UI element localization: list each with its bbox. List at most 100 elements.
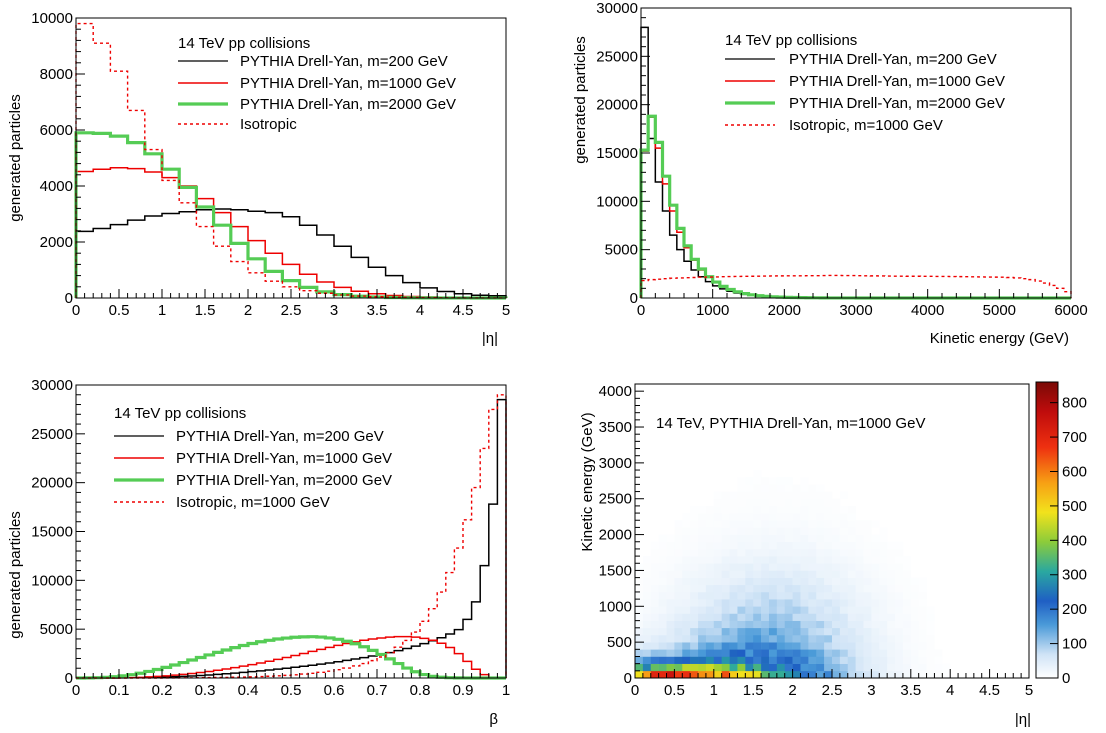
heatmap-cell — [887, 634, 896, 643]
heatmap-cell — [863, 527, 872, 535]
heatmap-cell — [855, 599, 864, 607]
heatmap-cell — [698, 584, 707, 593]
heatmap-cell — [674, 613, 683, 621]
heatmap-cell — [832, 627, 841, 636]
eta-legend-label-1000: PYTHIA Drell-Yan, m=1000 GeV — [240, 75, 456, 92]
heatmap-cell — [887, 548, 896, 557]
heatmap-cell — [721, 577, 730, 586]
heatmap-cell — [784, 556, 793, 564]
heatmap-cell — [824, 556, 833, 564]
heatmap-cell — [635, 656, 644, 664]
heatmap-cell — [713, 491, 722, 500]
heatmap-cell — [918, 649, 927, 657]
heatmap-cell — [674, 620, 683, 629]
heatmap-cell — [768, 548, 778, 557]
beta-legend-entry-isotropic: Isotropic, m=1000 GeV — [114, 494, 330, 511]
heatmap-cell — [650, 620, 659, 629]
heatmap-cell — [816, 606, 825, 614]
heatmap-cell — [642, 642, 652, 650]
heatmap-cell — [871, 570, 880, 578]
heatmap-cell — [863, 620, 872, 629]
heatmap-cell — [871, 656, 880, 664]
heatmap-cell — [902, 627, 912, 636]
heatmap-cell — [705, 520, 715, 528]
heatmap-cell — [839, 634, 849, 643]
heatmap-cell — [642, 656, 652, 664]
heatmap-cell — [729, 591, 738, 600]
heatmap-cell — [934, 656, 943, 664]
heatmap-cell — [666, 556, 675, 564]
series-line-3 — [640, 274, 1072, 298]
heatmap-cell — [879, 548, 888, 557]
heatmap-cell — [784, 613, 793, 621]
x-tick-label: 1000 — [696, 302, 729, 319]
heatmap-cell — [690, 556, 699, 564]
heatmap-cell — [926, 627, 935, 636]
y-tick-label: 500 — [607, 634, 632, 651]
heatmap-cell — [816, 520, 825, 528]
y-tick-label: 5000 — [40, 621, 73, 638]
heatmap-cell — [832, 613, 841, 621]
heatmap-cell — [682, 663, 691, 672]
x-tick-label: 0.5 — [109, 302, 130, 319]
heatmap-cell — [690, 591, 699, 600]
heatmap-cell — [658, 584, 667, 593]
heatmap-cell — [776, 534, 786, 543]
heatmap-cell — [745, 613, 754, 621]
heatmap-cell — [635, 620, 644, 629]
heatmap-cell — [682, 627, 691, 636]
heatmap-cell — [832, 498, 841, 507]
heatmap-cell — [650, 663, 659, 672]
heatmap-cell — [768, 599, 778, 607]
heatmap-cell — [690, 541, 699, 550]
heatmap-cell — [879, 642, 888, 650]
heatmap-cell — [832, 656, 841, 664]
heatmap-cell — [690, 627, 699, 636]
heatmap-cell — [729, 649, 738, 657]
x-tick-label: 0.8 — [410, 682, 431, 699]
heatmap-cell — [761, 606, 770, 614]
heatmap-cell — [871, 599, 880, 607]
heatmap-cell — [658, 634, 667, 643]
heatmap-cell — [895, 548, 904, 557]
heatmap-cell — [658, 627, 667, 636]
heatmap-cell — [847, 570, 856, 578]
heatmap-cell — [690, 613, 699, 621]
heatmap-cell — [776, 577, 786, 586]
heatmap-cell — [658, 670, 667, 679]
heatmap-cell — [674, 663, 683, 672]
heatmap-cell — [729, 520, 738, 528]
heatmap-cell — [863, 577, 872, 586]
y-tick-label: 8000 — [40, 66, 73, 83]
heatmap-cell — [902, 620, 912, 629]
heatmap-cell — [839, 570, 849, 578]
heatmap-cell — [800, 563, 809, 571]
energy-axes: 0 1000 2000 3000 4000 5000 6000 0 5000 10000 15000… — [596, 0, 1087, 319]
heatmap-cell — [832, 541, 841, 550]
heatmap-cell — [705, 599, 715, 607]
heatmap-cell — [832, 606, 841, 614]
heatmap-cell — [808, 498, 817, 507]
heatmap-cell — [666, 656, 675, 664]
heatmap-cell — [792, 513, 801, 521]
heatmap-cell — [839, 606, 849, 614]
heatmap-cell — [879, 577, 888, 586]
x-tick-label: 4.5 — [453, 302, 474, 319]
heatmap-cell — [713, 548, 722, 557]
heatmap-cell — [776, 556, 786, 564]
heatmap-cell — [895, 563, 904, 571]
heatmap-cell — [768, 570, 778, 578]
heatmap-cell — [784, 627, 793, 636]
heatmap-cell — [863, 613, 872, 621]
heatmap-cell — [918, 613, 927, 621]
heatmap-cell — [824, 627, 833, 636]
heatmap-cell — [792, 656, 801, 664]
heatmap-cell — [698, 627, 707, 636]
heatmap-axes: 0 0.5 1 1.5 2 2.5 3 3.5 4 4.5 5 0 500 1000 1500 2000 250… — [599, 383, 1034, 699]
heatmap-cell — [690, 577, 699, 586]
heatmap-cell — [832, 548, 841, 557]
heatmap-cell — [824, 520, 833, 528]
colorbar-tick-label: 500 — [1062, 498, 1087, 515]
heatmap-cell — [705, 627, 715, 636]
